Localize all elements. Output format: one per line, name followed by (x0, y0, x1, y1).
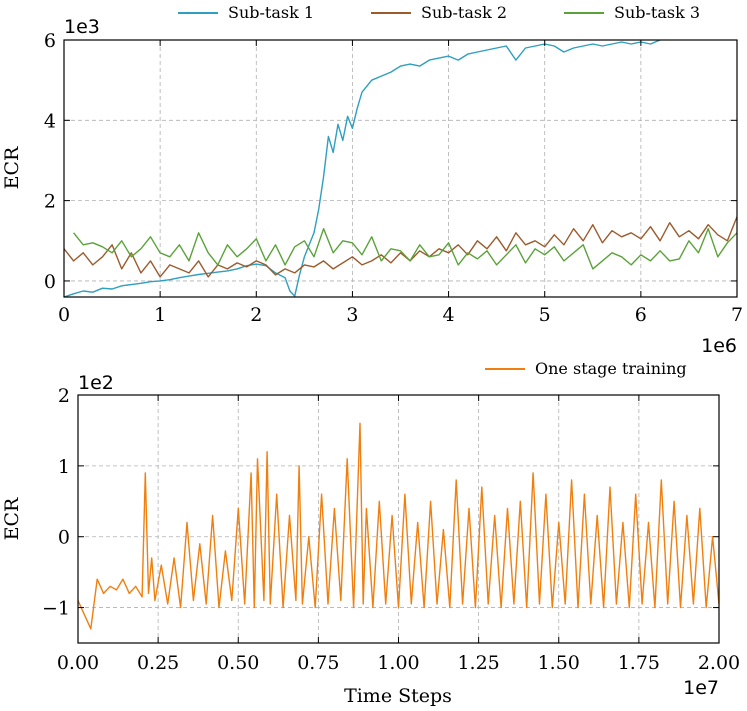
bottom-chart-x-tick-label: 1.25 (457, 652, 499, 674)
bottom-chart-x-tick-label: 1.00 (377, 652, 419, 674)
bottom-chart-series-1 (78, 422, 719, 630)
top-chart-legend-label: Sub-task 1 (228, 3, 314, 22)
top-chart-y-tick-label: 6 (44, 30, 56, 52)
top-chart-x-tick-label: 3 (346, 304, 358, 326)
bottom-chart-y-tick-label: −1 (42, 598, 70, 620)
bottom-chart-x-tick-label: 0.75 (297, 652, 339, 674)
top-chart-frame (63, 39, 738, 298)
bottom-chart-x-tick-label: 1.75 (618, 652, 660, 674)
bottom-chart-y-axis-title: ECR (1, 497, 23, 540)
top-chart-x-tick-label: 7 (731, 304, 743, 326)
top-chart-y-scale: 1e3 (64, 16, 100, 38)
top-chart-legend: Sub-task 1 Sub-task 2 Sub-task 3 (178, 3, 700, 22)
top-chart-legend-label: Sub-task 2 (421, 3, 507, 22)
bottom-chart-legend-label: One stage training (535, 359, 687, 378)
bottom-chart-y-tick-label: 2 (58, 385, 70, 407)
bottom-chart-series (78, 422, 719, 630)
top-chart-y-tick-label: 0 (44, 271, 56, 293)
bottom-chart-x-tick-label: 0.25 (137, 652, 179, 674)
top-chart-legend-label: Sub-task 3 (614, 3, 700, 22)
bottom-chart-legend: One stage training (485, 359, 687, 378)
bottom-chart-x-tick-label: 0.50 (217, 652, 259, 674)
top-chart-y-tick-label: 2 (44, 191, 56, 213)
top-chart-y-tick-label: 4 (44, 110, 56, 132)
top-chart-series-3 (73, 227, 737, 270)
top-chart-x-tick-label: 2 (250, 304, 262, 326)
top-chart-x-tick-label: 5 (539, 304, 551, 326)
bottom-chart-x-axis-title: Time Steps (344, 685, 452, 707)
top-chart-x-tick-label: 1 (154, 304, 166, 326)
top-chart-series-1 (64, 40, 661, 297)
bottom-chart-y-tick-label: 1 (58, 456, 70, 478)
bottom-chart-ticks: 0.00 0.25 0.50 0.75 1.00 1.25 1.50 1.75 2.00 −1 0 1… (42, 385, 740, 674)
top-chart-grid (64, 40, 737, 297)
top-chart-x-tick-label: 6 (635, 304, 647, 326)
bottom-chart-x-tick-label: 0.00 (57, 652, 99, 674)
top-chart-ticks: 0 1 2 3 4 5 6 7 0 2 4 6 (44, 30, 743, 326)
top-chart-y-axis-title: ECR (1, 146, 23, 189)
top-chart-series (64, 40, 737, 297)
bottom-chart-x-scale: 1e7 (683, 677, 719, 699)
top-chart-series-2 (64, 216, 737, 278)
top-chart-x-tick-label: 0 (58, 304, 70, 326)
bottom-chart-y-scale: 1e2 (78, 372, 114, 394)
top-chart-x-scale: 1e6 (701, 335, 737, 357)
bottom-chart-y-tick-label: 0 (58, 527, 70, 549)
bottom-chart-x-tick-label: 1.50 (538, 652, 580, 674)
bottom-chart-x-tick-label: 2.00 (698, 652, 740, 674)
bottom-chart: 0.00 0.25 0.50 0.75 1.00 1.25 1.50 1.75 2.00 −1 0 1… (1, 359, 740, 707)
top-chart-x-tick-label: 4 (443, 304, 455, 326)
